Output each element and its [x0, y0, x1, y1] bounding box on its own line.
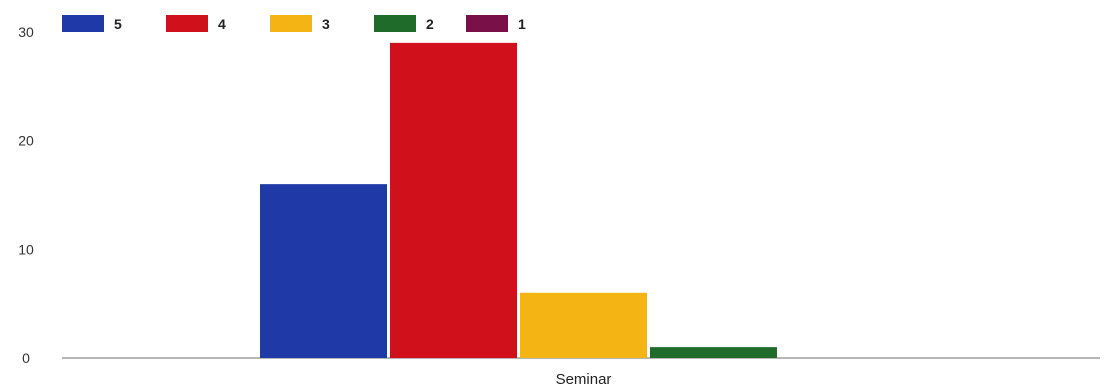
bar-series-5 [260, 184, 387, 358]
bar-series-2 [650, 347, 777, 358]
x-axis-labels: Seminar [556, 371, 612, 388]
legend-swatch-1 [466, 15, 508, 32]
y-tick-label: 30 [18, 24, 34, 40]
y-tick-label: 20 [18, 133, 34, 149]
legend-label-2: 2 [426, 16, 434, 32]
bars [260, 42, 777, 358]
legend: 5 4 3 2 1 [62, 15, 526, 32]
bar-series-4 [390, 42, 517, 358]
legend-swatch-3 [270, 15, 312, 32]
legend-label-4: 4 [218, 16, 226, 32]
legend-swatch-5 [62, 15, 104, 32]
y-axis-ticks: 0 10 20 30 [18, 24, 34, 366]
y-tick-label: 10 [18, 241, 34, 257]
legend-label-3: 3 [322, 16, 330, 32]
legend-label-1: 1 [518, 16, 526, 32]
y-tick-label: 0 [22, 350, 30, 366]
legend-label-5: 5 [114, 16, 122, 32]
legend-swatch-2 [374, 15, 416, 32]
category-label: Seminar [556, 371, 612, 388]
legend-swatch-4 [166, 15, 208, 32]
bar-series-3 [520, 292, 647, 358]
